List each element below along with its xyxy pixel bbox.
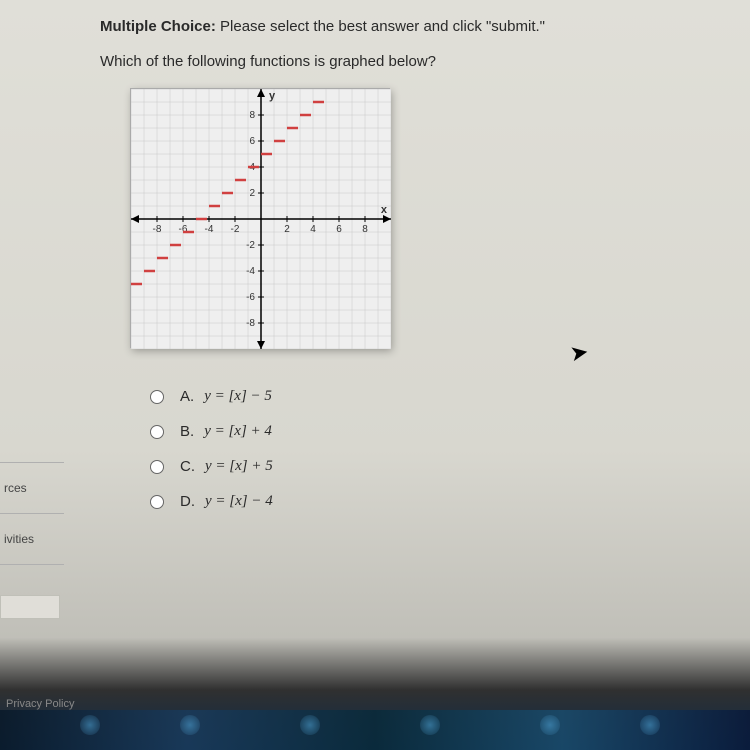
- svg-text:4: 4: [310, 224, 316, 235]
- sidebar-item-activities[interactable]: ivities: [0, 526, 64, 552]
- svg-text:-2: -2: [231, 224, 240, 235]
- svg-text:2: 2: [249, 188, 255, 199]
- svg-text:x: x: [381, 204, 388, 216]
- option-b[interactable]: B. y = [x] + 4: [150, 423, 700, 440]
- svg-text:6: 6: [249, 136, 255, 147]
- svg-text:6: 6: [336, 224, 342, 235]
- sidebar-button[interactable]: [0, 595, 60, 619]
- radio-a[interactable]: [150, 390, 164, 404]
- main-content: Multiple Choice: Please select the best …: [80, 0, 720, 538]
- svg-text:-2: -2: [246, 240, 255, 251]
- radio-d[interactable]: [150, 495, 164, 509]
- svg-text:-4: -4: [205, 224, 214, 235]
- option-letter: B.: [180, 423, 194, 440]
- svg-text:2: 2: [284, 224, 290, 235]
- svg-text:-6: -6: [179, 224, 188, 235]
- options-group: A. y = [x] − 5 B. y = [x] + 4 C. y = [x]…: [150, 388, 700, 510]
- option-letter: A.: [180, 388, 194, 405]
- sidebar: rces ivities: [0, 450, 64, 650]
- instruction-rest: Please select the best answer and click …: [216, 18, 545, 35]
- privacy-link[interactable]: Privacy Policy: [6, 698, 74, 710]
- option-formula: y = [x] − 4: [205, 493, 273, 510]
- option-formula: y = [x] + 4: [204, 423, 272, 440]
- svg-text:-4: -4: [246, 266, 255, 277]
- option-a[interactable]: A. y = [x] − 5: [150, 388, 700, 405]
- svg-text:-6: -6: [246, 292, 255, 303]
- graph: -8-8-6-6-4-4-2-222446688yx: [130, 88, 390, 348]
- option-formula: y = [x] + 5: [205, 458, 273, 475]
- option-formula: y = [x] − 5: [204, 388, 272, 405]
- instruction-bold: Multiple Choice:: [100, 18, 216, 35]
- svg-text:8: 8: [249, 110, 255, 121]
- radio-c[interactable]: [150, 460, 164, 474]
- svg-text:-8: -8: [246, 318, 255, 329]
- option-c[interactable]: C. y = [x] + 5: [150, 458, 700, 475]
- option-letter: C.: [180, 458, 195, 475]
- sidebar-item-resources[interactable]: rces: [0, 475, 64, 501]
- option-d[interactable]: D. y = [x] − 4: [150, 493, 700, 510]
- svg-text:8: 8: [362, 224, 368, 235]
- question-text: Which of the following functions is grap…: [100, 53, 700, 70]
- option-letter: D.: [180, 493, 195, 510]
- svg-text:-8: -8: [153, 224, 162, 235]
- instruction-text: Multiple Choice: Please select the best …: [100, 18, 700, 35]
- radio-b[interactable]: [150, 425, 164, 439]
- reflection-lights: [0, 715, 750, 745]
- svg-text:y: y: [269, 90, 276, 102]
